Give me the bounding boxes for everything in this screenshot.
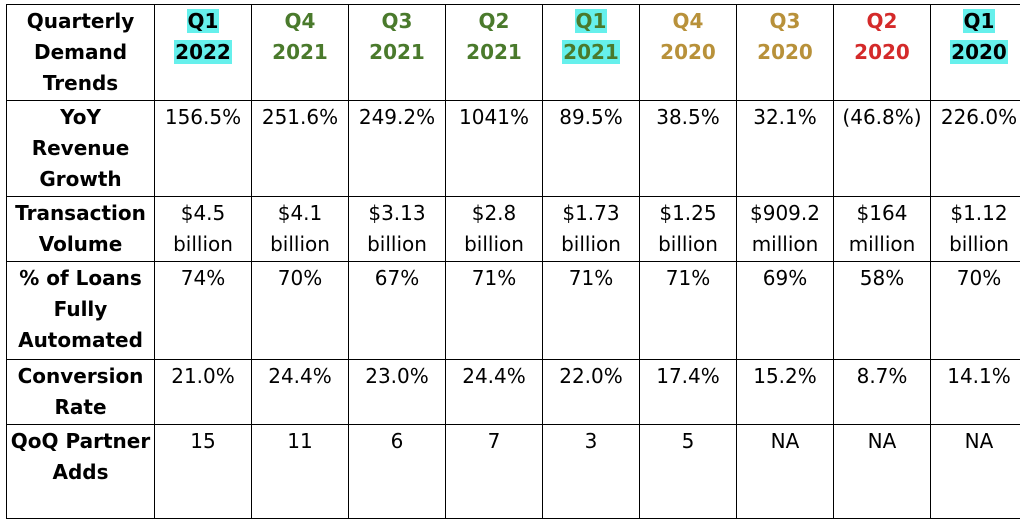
table-body: YoY Revenue Growth 156.5% 251.6% 249.2% 1041… (6, 99, 1020, 520)
quarter-year: 2020 (660, 40, 716, 64)
quarter-header: Q1 2021 (542, 4, 640, 101)
quarter-year: 2020 (757, 40, 813, 64)
table-cell: 58% (833, 260, 931, 361)
table-cell: 7 (445, 423, 543, 520)
table-cell: 226.0% (930, 99, 1020, 198)
table-cell: $1.73 billion (542, 196, 640, 262)
table-cell: $909.2 million (736, 196, 834, 262)
table-cell: 67% (348, 260, 446, 361)
table-cell: 24.4% (251, 359, 349, 425)
table-cell: $1.12 billion (930, 196, 1020, 262)
table-cell: 71% (542, 260, 640, 361)
table-cell: NA (833, 423, 931, 520)
table-cell: 71% (445, 260, 543, 361)
table-cell: 3 (542, 423, 640, 520)
demand-trends-table: Quarterly Demand Trends Q1 2022 Q4 2021 Q3 20… (6, 4, 1020, 520)
table-cell: $3.13 billion (348, 196, 446, 262)
table-cell: 15 (154, 423, 252, 520)
table-row: QoQ Partner Adds 15 11 6 7 3 5 NA NA NA (6, 423, 1020, 520)
table-row: YoY Revenue Growth 156.5% 251.6% 249.2% 1041… (6, 99, 1020, 198)
table-cell: 8.7% (833, 359, 931, 425)
quarter-label: Q3 (769, 9, 801, 33)
row-label: Transaction Volume (6, 196, 155, 262)
quarter-year: 2020 (854, 40, 910, 64)
table-row: % of Loans Fully Automated 74% 70% 67% 71% 71… (6, 260, 1020, 361)
quarter-label: Q1 (574, 9, 608, 33)
table-cell: 14.1% (930, 359, 1020, 425)
table-cell: $164 million (833, 196, 931, 262)
quarter-header: Q4 2020 (639, 4, 737, 101)
table-cell: 89.5% (542, 99, 640, 198)
row-label: % of Loans Fully Automated (6, 260, 155, 361)
quarter-year: 2021 (562, 40, 620, 64)
quarter-header: Q1 2020 (930, 4, 1020, 101)
quarter-year: 2022 (174, 40, 232, 64)
table-cell: NA (736, 423, 834, 520)
quarter-label: Q2 (866, 9, 898, 33)
table-cell: 5 (639, 423, 737, 520)
quarter-label: Q4 (672, 9, 704, 33)
row-label: QoQ Partner Adds (6, 423, 155, 520)
quarter-year: 2021 (466, 40, 522, 64)
table-cell: 17.4% (639, 359, 737, 425)
table-cell: 23.0% (348, 359, 446, 425)
table-cell: 24.4% (445, 359, 543, 425)
table-cell: $4.5 billion (154, 196, 252, 262)
quarter-year: 2021 (272, 40, 328, 64)
corner-header: Quarterly Demand Trends (6, 4, 155, 101)
table-cell: 22.0% (542, 359, 640, 425)
table-cell: 69% (736, 260, 834, 361)
table-cell: 74% (154, 260, 252, 361)
table-cell: 251.6% (251, 99, 349, 198)
quarter-label: Q1 (186, 9, 220, 33)
table-cell: 21.0% (154, 359, 252, 425)
header-row: Quarterly Demand Trends Q1 2022 Q4 2021 Q3 20… (6, 4, 1020, 101)
quarter-label: Q1 (962, 9, 996, 33)
table-row: Transaction Volume $4.5 billion $4.1 billi… (6, 196, 1020, 262)
table-cell: 38.5% (639, 99, 737, 198)
quarter-year: 2020 (950, 40, 1008, 64)
quarter-header: Q2 2021 (445, 4, 543, 101)
row-label: YoY Revenue Growth (6, 99, 155, 198)
quarter-header: Q3 2020 (736, 4, 834, 101)
quarter-header: Q2 2020 (833, 4, 931, 101)
table-cell: 15.2% (736, 359, 834, 425)
quarter-header: Q3 2021 (348, 4, 446, 101)
table-cell: 70% (251, 260, 349, 361)
table-cell: 156.5% (154, 99, 252, 198)
table-cell: $4.1 billion (251, 196, 349, 262)
table-cell: $1.25 billion (639, 196, 737, 262)
table-cell: 11 (251, 423, 349, 520)
table-cell: 70% (930, 260, 1020, 361)
table-row: Conversion Rate 21.0% 24.4% 23.0% 24.4% 22.0%… (6, 359, 1020, 425)
table-cell: 32.1% (736, 99, 834, 198)
table-cell: 249.2% (348, 99, 446, 198)
quarter-label: Q3 (381, 9, 413, 33)
table-cell: 1041% (445, 99, 543, 198)
quarter-label: Q4 (284, 9, 316, 33)
table-cell: 6 (348, 423, 446, 520)
quarter-header: Q4 2021 (251, 4, 349, 101)
table-cell: 71% (639, 260, 737, 361)
quarter-label: Q2 (478, 9, 510, 33)
row-label: Conversion Rate (6, 359, 155, 425)
quarter-year: 2021 (369, 40, 425, 64)
table-cell: NA (930, 423, 1020, 520)
table-cell: $2.8 billion (445, 196, 543, 262)
table-cell: (46.8%) (833, 99, 931, 198)
quarter-header: Q1 2022 (154, 4, 252, 101)
